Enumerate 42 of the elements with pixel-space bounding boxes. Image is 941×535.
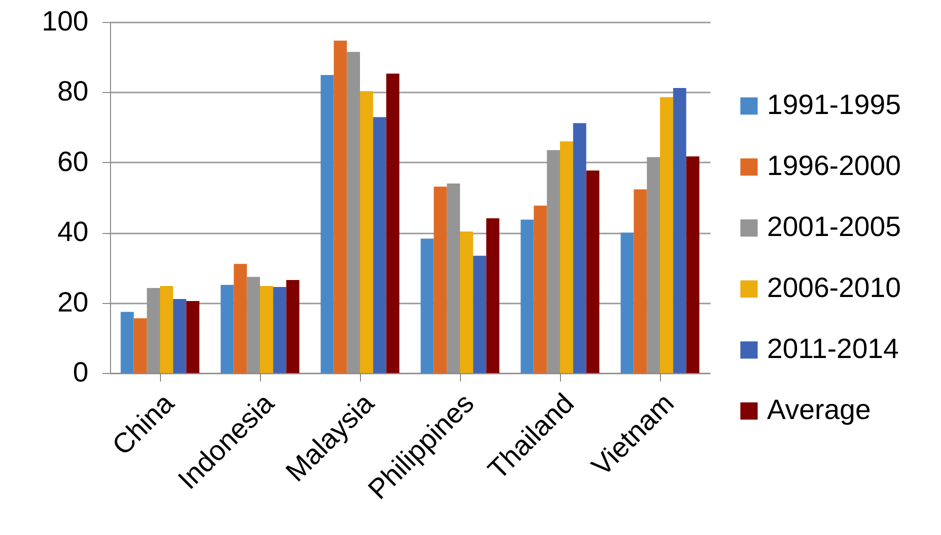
bar	[186, 301, 200, 373]
bar	[160, 286, 174, 373]
legend-label: 2006-2010	[767, 272, 901, 303]
bar	[234, 264, 247, 373]
bar	[686, 156, 700, 373]
bar	[673, 88, 686, 373]
y-tick-label: 20	[57, 286, 88, 318]
bar	[386, 74, 400, 373]
y-tick-label: 80	[57, 76, 88, 107]
legend-label: 1996-2000	[767, 150, 901, 181]
y-tick-label: 40	[57, 216, 88, 248]
y-tick-label: 60	[57, 146, 88, 177]
bar	[460, 232, 474, 373]
bar	[334, 40, 347, 373]
bar	[573, 123, 586, 373]
bar	[534, 206, 547, 373]
bar	[120, 312, 134, 373]
bar	[634, 189, 647, 373]
bar	[660, 97, 674, 373]
bar	[420, 238, 434, 373]
bar	[620, 232, 634, 373]
legend-label: 2001-2005	[767, 211, 901, 242]
bar	[373, 117, 386, 373]
bar	[286, 280, 300, 373]
bar	[360, 91, 374, 373]
bar	[473, 256, 486, 373]
bar	[434, 186, 447, 373]
y-tick-label: 100	[42, 6, 88, 36]
bar	[134, 318, 147, 373]
bar	[220, 284, 234, 373]
bar	[586, 170, 600, 373]
bar	[320, 75, 334, 373]
bar	[486, 218, 500, 373]
bar	[560, 141, 574, 373]
bar	[173, 298, 186, 373]
bar	[260, 286, 274, 373]
legend-label: 1991-1995	[767, 89, 901, 120]
legend-label: Average	[767, 394, 871, 425]
bar	[520, 220, 534, 373]
legend-label: 2011-2014	[767, 333, 899, 364]
y-tick-label: 0	[72, 356, 88, 388]
bar	[273, 287, 286, 373]
